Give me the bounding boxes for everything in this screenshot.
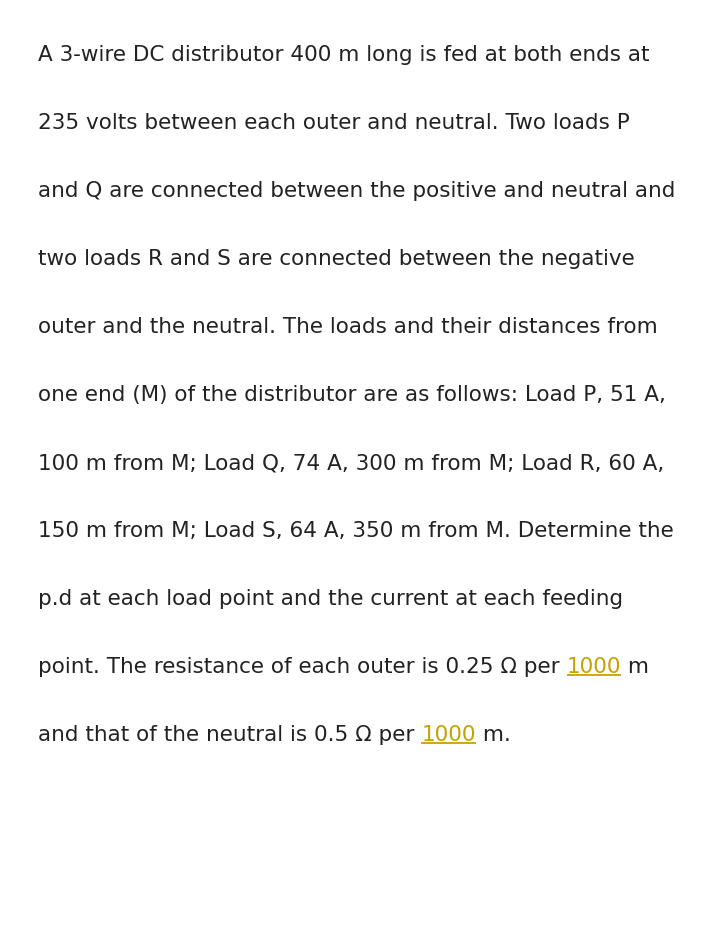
Text: 1000: 1000 [567,657,621,677]
Text: m: m [621,657,649,677]
Text: A 3-wire DC distributor 400 m long is fed at both ends at: A 3-wire DC distributor 400 m long is fe… [38,45,649,65]
Text: one end (M) of the distributor are as follows: Load P, 51 A,: one end (M) of the distributor are as fo… [38,385,666,405]
Text: 1000: 1000 [421,725,476,745]
Text: 150 m from M; Load S, 64 A, 350 m from M. Determine the: 150 m from M; Load S, 64 A, 350 m from M… [38,521,674,541]
Text: and Q are connected between the positive and neutral and: and Q are connected between the positive… [38,181,675,201]
Text: 235 volts between each outer and neutral. Two loads P: 235 volts between each outer and neutral… [38,113,630,133]
Text: and that of the neutral is 0.5 Ω per: and that of the neutral is 0.5 Ω per [38,725,421,745]
Text: point. The resistance of each outer is 0.25 Ω per: point. The resistance of each outer is 0… [38,657,567,677]
Text: p.d at each load point and the current at each feeding: p.d at each load point and the current a… [38,589,623,609]
Text: outer and the neutral. The loads and their distances from: outer and the neutral. The loads and the… [38,317,658,337]
Text: two loads R and S are connected between the negative: two loads R and S are connected between … [38,249,635,269]
Text: m.: m. [476,725,510,745]
Text: 100 m from M; Load Q, 74 A, 300 m from M; Load R, 60 A,: 100 m from M; Load Q, 74 A, 300 m from M… [38,453,665,473]
